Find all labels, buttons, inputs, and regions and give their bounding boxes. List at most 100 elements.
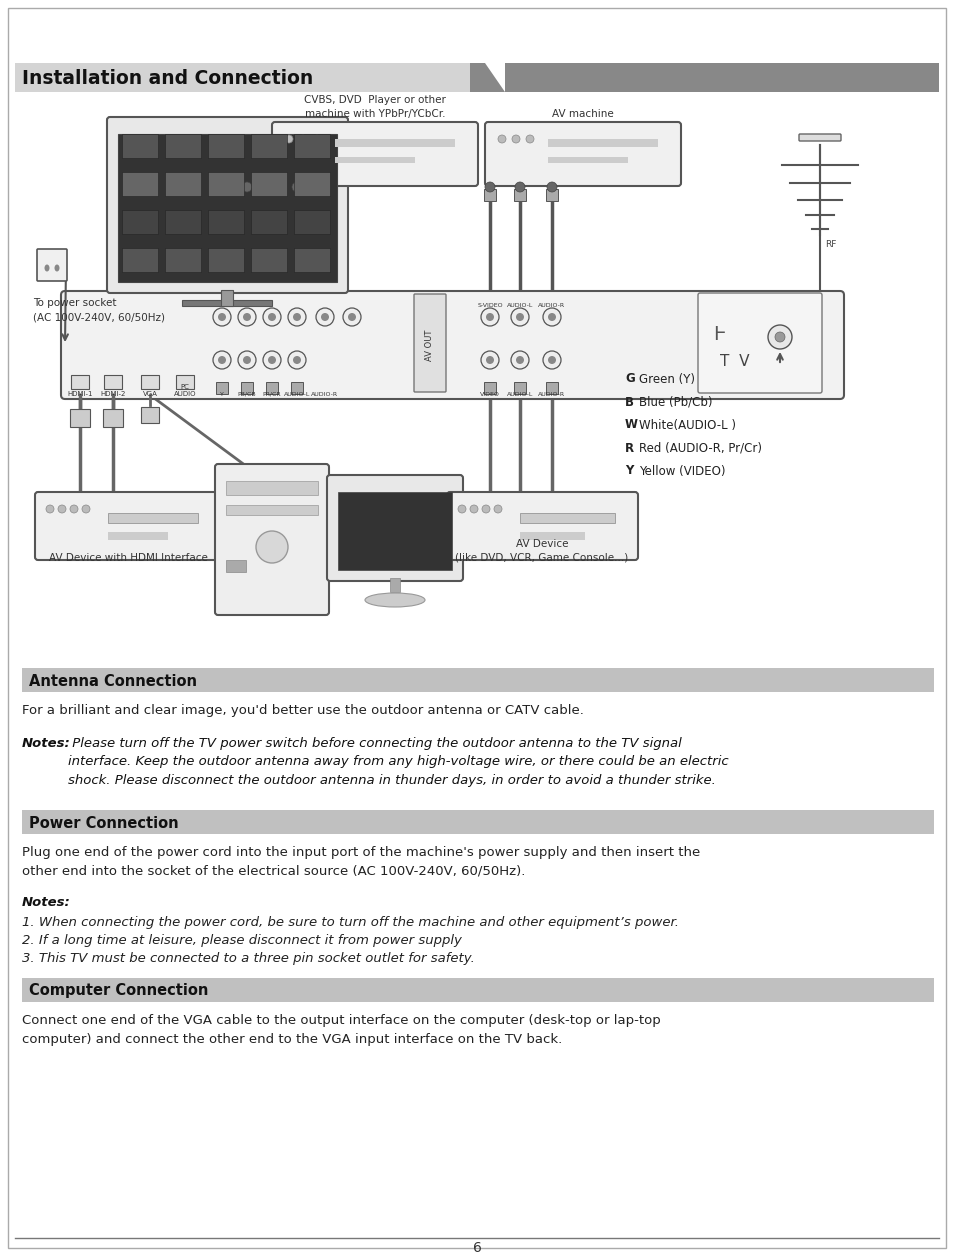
Circle shape xyxy=(255,531,288,563)
Text: AV OUT: AV OUT xyxy=(425,329,434,360)
Text: AV Device
(like DVD, VCR, Game Console...): AV Device (like DVD, VCR, Game Console..… xyxy=(455,539,628,563)
Text: To power socket
(AC 100V-240V, 60/50Hz): To power socket (AC 100V-240V, 60/50Hz) xyxy=(33,298,165,322)
Text: Ͱ: Ͱ xyxy=(713,325,725,344)
Text: AV Device with HDMI Interface: AV Device with HDMI Interface xyxy=(49,553,207,563)
Text: HDMI-1: HDMI-1 xyxy=(67,391,92,397)
Circle shape xyxy=(511,308,529,327)
Circle shape xyxy=(218,313,226,322)
FancyBboxPatch shape xyxy=(61,291,843,399)
Bar xyxy=(390,578,399,592)
Text: W: W xyxy=(624,418,638,432)
Text: S-VIDEO: S-VIDEO xyxy=(476,303,502,308)
Circle shape xyxy=(285,134,293,143)
Circle shape xyxy=(546,182,557,192)
Bar xyxy=(514,382,525,394)
Text: AUDIO-L: AUDIO-L xyxy=(506,392,533,397)
Text: Notes:: Notes: xyxy=(22,737,71,750)
Bar xyxy=(294,247,330,273)
Text: RF: RF xyxy=(824,240,836,249)
Bar xyxy=(545,188,558,201)
Circle shape xyxy=(213,308,231,327)
Bar xyxy=(122,134,158,158)
Circle shape xyxy=(237,308,255,327)
Text: AUDIO-R: AUDIO-R xyxy=(537,303,565,308)
Text: Power Connection: Power Connection xyxy=(29,815,178,830)
Circle shape xyxy=(497,134,505,143)
Text: R: R xyxy=(624,442,634,455)
Circle shape xyxy=(243,355,251,364)
Bar xyxy=(241,188,253,201)
Bar xyxy=(335,157,415,163)
FancyBboxPatch shape xyxy=(107,117,348,293)
Text: HDMI-2: HDMI-2 xyxy=(100,391,126,397)
Circle shape xyxy=(516,313,523,322)
Circle shape xyxy=(292,182,302,192)
FancyBboxPatch shape xyxy=(484,122,680,186)
Bar xyxy=(226,560,246,571)
Circle shape xyxy=(263,350,281,369)
Circle shape xyxy=(348,313,355,322)
Circle shape xyxy=(470,505,477,512)
FancyBboxPatch shape xyxy=(414,294,446,392)
Bar xyxy=(215,188,228,201)
Circle shape xyxy=(320,313,329,322)
Circle shape xyxy=(480,308,498,327)
FancyBboxPatch shape xyxy=(698,293,821,393)
Circle shape xyxy=(547,313,556,322)
Bar xyxy=(519,512,615,522)
Text: Connect one end of the VGA cable to the output interface on the computer (desk-t: Connect one end of the VGA cable to the … xyxy=(22,1014,660,1045)
Text: AUDIO-R: AUDIO-R xyxy=(311,392,338,397)
Bar xyxy=(208,134,244,158)
Text: White(AUDIO-L ): White(AUDIO-L ) xyxy=(639,418,735,432)
Bar xyxy=(108,512,198,522)
Text: PR/CR: PR/CR xyxy=(262,392,281,397)
FancyBboxPatch shape xyxy=(35,492,221,560)
Bar xyxy=(291,382,303,394)
Bar xyxy=(318,188,331,201)
Ellipse shape xyxy=(54,265,59,271)
Circle shape xyxy=(485,313,494,322)
Text: Y: Y xyxy=(624,465,633,477)
Bar xyxy=(208,210,244,234)
Bar xyxy=(165,247,201,273)
Circle shape xyxy=(457,505,465,512)
Circle shape xyxy=(481,505,490,512)
Bar xyxy=(175,376,193,389)
Circle shape xyxy=(480,350,498,369)
Circle shape xyxy=(46,505,54,512)
Circle shape xyxy=(512,134,519,143)
Text: Please turn off the TV power switch before connecting the outdoor antenna to the: Please turn off the TV power switch befo… xyxy=(68,737,728,788)
Text: Red (AUDIO-R, Pr/Cr): Red (AUDIO-R, Pr/Cr) xyxy=(639,442,761,455)
Circle shape xyxy=(767,325,791,349)
Circle shape xyxy=(516,355,523,364)
Circle shape xyxy=(70,505,78,512)
Bar xyxy=(22,978,933,1002)
Circle shape xyxy=(243,313,251,322)
Bar xyxy=(141,407,159,423)
FancyBboxPatch shape xyxy=(272,122,477,186)
Bar xyxy=(251,210,287,234)
Circle shape xyxy=(263,308,281,327)
Bar xyxy=(294,210,330,234)
Bar xyxy=(22,668,933,692)
Circle shape xyxy=(293,313,301,322)
Bar xyxy=(519,533,584,540)
Bar xyxy=(70,409,90,427)
Circle shape xyxy=(288,350,306,369)
Bar xyxy=(251,134,287,158)
Circle shape xyxy=(218,355,226,364)
Bar xyxy=(165,172,201,196)
Bar xyxy=(483,188,496,201)
Circle shape xyxy=(484,182,495,192)
Text: Plug one end of the power cord into the input port of the machine's power supply: Plug one end of the power cord into the … xyxy=(22,847,700,878)
Bar xyxy=(208,172,244,196)
Bar xyxy=(266,382,277,394)
Circle shape xyxy=(288,308,306,327)
Text: Installation and Connection: Installation and Connection xyxy=(22,69,313,88)
Bar xyxy=(547,157,627,163)
Circle shape xyxy=(267,182,276,192)
Circle shape xyxy=(515,182,524,192)
Circle shape xyxy=(774,332,784,342)
Bar xyxy=(266,188,277,201)
Bar xyxy=(108,533,168,540)
